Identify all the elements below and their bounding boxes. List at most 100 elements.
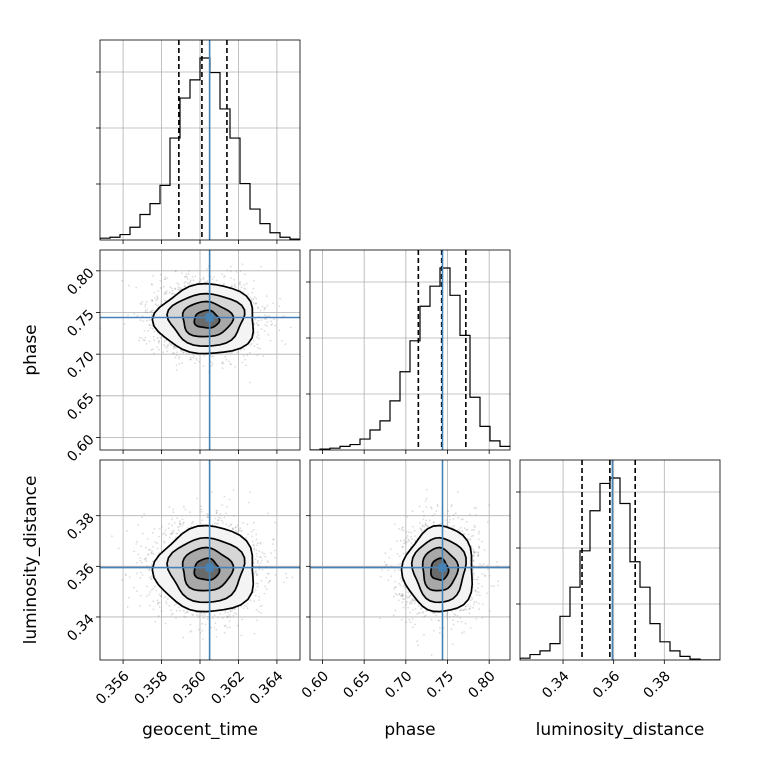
sample-point xyxy=(166,350,169,353)
sample-point xyxy=(204,281,206,283)
sample-point xyxy=(166,277,169,280)
sample-point xyxy=(166,598,169,601)
sample-point xyxy=(139,594,142,597)
panel-luminosity_distance-phase: 0.60 0.65 0.70 0.75 0.80 xyxy=(299,459,511,702)
x-tick-label: 0.362 xyxy=(208,668,248,708)
sample-point xyxy=(202,278,205,280)
sample-point xyxy=(270,552,272,555)
sample-point xyxy=(170,533,173,536)
sample-point xyxy=(207,615,209,618)
sample-point xyxy=(256,331,259,334)
sample-point xyxy=(146,308,149,311)
contour-line xyxy=(151,524,255,613)
sample-point xyxy=(229,616,232,618)
sample-point xyxy=(175,364,178,367)
sample-point xyxy=(232,528,235,530)
sample-point xyxy=(156,295,159,298)
sample-point xyxy=(190,358,193,361)
sample-point xyxy=(468,538,470,541)
sample-point xyxy=(145,560,148,563)
sample-point xyxy=(141,532,144,535)
sample-point xyxy=(248,296,251,298)
sample-point xyxy=(478,594,481,597)
histogram-phase xyxy=(310,267,510,450)
sample-point xyxy=(259,605,262,608)
sample-point xyxy=(183,610,185,612)
sample-point xyxy=(152,608,155,611)
sample-point xyxy=(212,355,214,358)
sample-point xyxy=(473,524,476,527)
sample-point xyxy=(148,569,151,572)
sample-point xyxy=(164,622,167,625)
sample-point xyxy=(159,336,162,339)
sample-point xyxy=(198,360,201,363)
sample-point xyxy=(166,290,168,293)
sample-point xyxy=(270,323,273,326)
sample-point xyxy=(240,605,242,608)
sample-point xyxy=(123,323,126,325)
sample-point xyxy=(273,549,276,552)
sample-point xyxy=(249,599,252,602)
sample-point xyxy=(402,529,405,532)
sample-point xyxy=(210,361,212,363)
sample-point xyxy=(253,521,255,524)
sample-point xyxy=(268,315,271,317)
sample-point xyxy=(267,581,270,584)
sample-point xyxy=(202,638,204,640)
sample-point xyxy=(264,585,267,588)
sample-point xyxy=(267,561,270,563)
sample-point xyxy=(138,336,141,339)
sample-point xyxy=(222,522,224,524)
sample-point xyxy=(192,521,194,523)
sample-point xyxy=(202,365,205,367)
sample-point xyxy=(231,609,234,611)
sample-point xyxy=(157,289,160,292)
sample-point xyxy=(222,283,225,286)
sample-point xyxy=(214,622,217,624)
sample-point xyxy=(255,302,258,304)
sample-point xyxy=(475,578,478,581)
sample-point xyxy=(148,568,151,571)
sample-point xyxy=(257,610,260,613)
sample-point xyxy=(381,569,383,571)
sample-point xyxy=(146,565,148,567)
sample-point xyxy=(163,541,166,544)
sample-point xyxy=(137,553,140,556)
sample-point xyxy=(250,298,253,300)
sample-point xyxy=(451,643,454,646)
sample-point xyxy=(145,557,147,560)
sample-point xyxy=(165,242,167,244)
sample-point xyxy=(139,576,142,579)
sample-point xyxy=(405,621,407,624)
sample-point xyxy=(430,507,433,510)
sample-point xyxy=(151,299,154,302)
sample-point xyxy=(250,342,253,345)
sample-point xyxy=(240,530,243,533)
sample-point xyxy=(200,510,203,513)
sample-point xyxy=(407,596,409,599)
sample-point xyxy=(477,582,480,585)
sample-point xyxy=(175,536,177,538)
y-tick-label: 0.34 xyxy=(64,611,97,644)
sample-point xyxy=(229,626,231,629)
sample-point xyxy=(472,555,475,558)
sample-point xyxy=(184,508,187,511)
sample-point xyxy=(183,615,186,618)
sample-point xyxy=(127,284,130,287)
sample-point xyxy=(241,361,244,364)
truth-marker xyxy=(205,563,214,572)
sample-point xyxy=(243,355,245,357)
sample-point xyxy=(172,511,175,514)
sample-point xyxy=(257,582,259,585)
sample-point xyxy=(158,593,161,596)
sample-point xyxy=(256,542,259,545)
sample-point xyxy=(263,308,266,311)
sample-point xyxy=(156,296,159,299)
sample-point xyxy=(140,571,143,574)
sample-point xyxy=(156,304,158,307)
sample-point xyxy=(189,281,192,283)
sample-point xyxy=(255,552,258,555)
sample-point xyxy=(189,358,191,361)
sample-point xyxy=(142,339,145,342)
sample-point xyxy=(160,300,162,303)
